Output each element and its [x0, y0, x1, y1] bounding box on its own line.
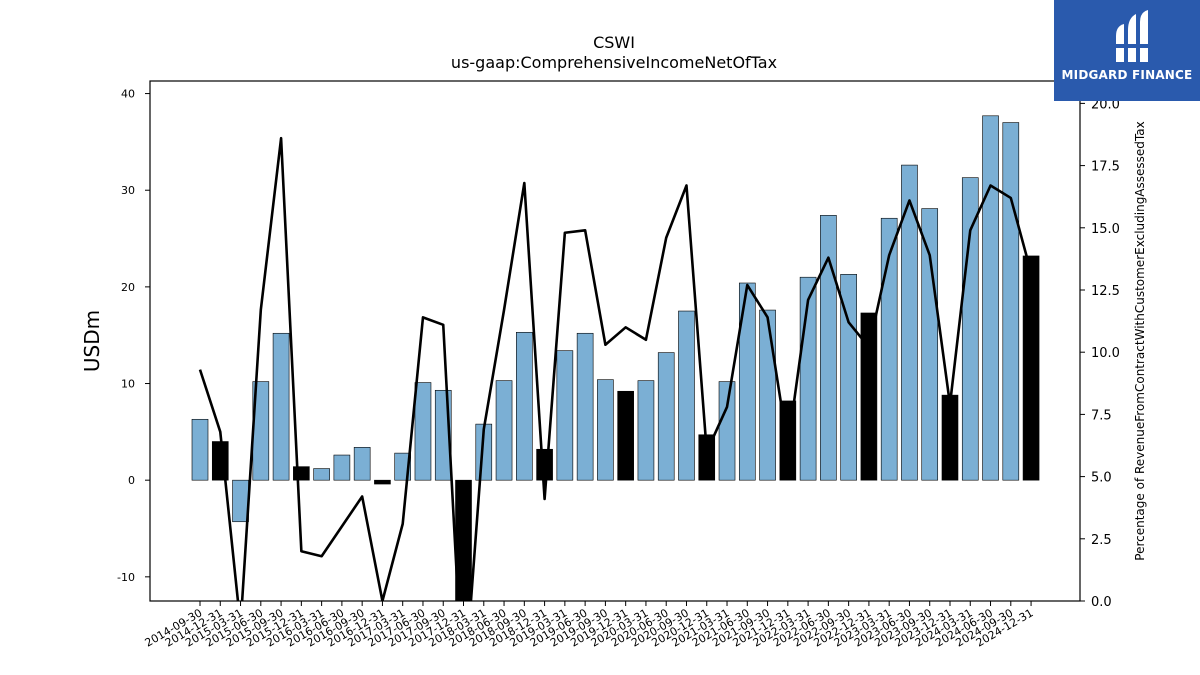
bar-2017-06-30	[414, 382, 432, 481]
y2-tick-label: 10.0	[1091, 346, 1120, 361]
chart-subtitle: us-gaap:ComprehensiveIncomeNetOfTax	[451, 53, 777, 72]
bar-2018-09-30	[516, 331, 533, 481]
y2-tick-label: 15.0	[1091, 222, 1120, 237]
y-tick-label: 20	[121, 281, 135, 294]
bar-2019-03-31	[556, 350, 574, 481]
bar-2022-12-31	[860, 312, 878, 481]
y2-tick-label: 17.5	[1091, 160, 1120, 175]
bar-2015-09-30	[272, 332, 290, 481]
bar-2023-06-30	[901, 164, 918, 481]
chart-title: CSWI	[593, 33, 635, 52]
bar-2024-06-30	[982, 115, 999, 481]
y-tick-label: 0	[128, 474, 135, 487]
bar-2021-09-30	[759, 309, 776, 481]
line-percentage-of-revenue	[198, 136, 1033, 601]
bar-2020-03-31	[637, 380, 655, 481]
bar-2024-12-31	[1022, 255, 1040, 481]
y2-tick-label: 20.0	[1091, 97, 1120, 112]
bar-2016-09-30	[353, 447, 371, 481]
bar-2021-03-31	[718, 381, 736, 481]
line-series	[198, 136, 1033, 601]
bar-2020-06-30	[657, 352, 675, 481]
y2-tick-label: 5.0	[1091, 471, 1112, 486]
logo-text: MIDGARD FINANCE	[1061, 68, 1193, 82]
bar-2018-12-31	[536, 448, 553, 481]
bar-2016-06-30	[333, 454, 351, 481]
bar-2022-06-30	[820, 215, 837, 481]
bar-2023-03-31	[880, 217, 898, 481]
bar-2020-09-30	[678, 310, 695, 481]
y2-tick-label: 7.5	[1091, 408, 1112, 423]
bar-2023-09-30	[921, 208, 939, 481]
y-tick-label: 40	[121, 88, 135, 101]
y2-tick-label: 2.5	[1091, 533, 1112, 548]
bar-2014-09-30	[191, 418, 209, 481]
bar-2016-03-31	[313, 468, 330, 481]
x-axis: 2014-09-302014-12-312015-03-312015-06-30…	[143, 601, 1036, 650]
y-axis-right: 0.0 2.5 5.0 7.5 10.0 12.5 15.0 17.5 20.0	[1080, 97, 1120, 610]
y2-axis-label: Percentage of RevenueFromContractWithCus…	[1133, 121, 1147, 560]
y2-tick-label: 0.0	[1091, 595, 1112, 610]
bar-2015-12-31	[293, 466, 310, 481]
bar-2018-06-30	[495, 380, 513, 481]
y-tick-label: 10	[121, 378, 135, 391]
bar-2023-12-31	[941, 394, 959, 481]
y-tick-label: 30	[121, 184, 135, 197]
bar-2024-03-31	[961, 177, 979, 481]
bar-2021-06-30	[738, 282, 756, 481]
midgard-finance-logo: MIDGARD FINANCE	[1054, 0, 1200, 101]
bar-2016-12-31	[374, 479, 391, 485]
y2-tick-label: 12.5	[1091, 284, 1120, 299]
y-tick-label: -10	[117, 571, 135, 584]
logo-mark-icon	[1114, 10, 1150, 62]
bar-2019-12-31	[617, 390, 634, 481]
bar-2015-03-31	[232, 479, 249, 523]
bar-2024-09-30	[1002, 122, 1020, 481]
plot-frame	[149, 80, 1081, 602]
y-axis-left: -10 0 10 20 30 40	[117, 88, 150, 584]
y-axis-label: USDm	[80, 310, 104, 372]
bar-2019-06-30	[576, 332, 594, 481]
bar-2019-09-30	[597, 379, 614, 481]
bar-series	[191, 115, 1040, 601]
